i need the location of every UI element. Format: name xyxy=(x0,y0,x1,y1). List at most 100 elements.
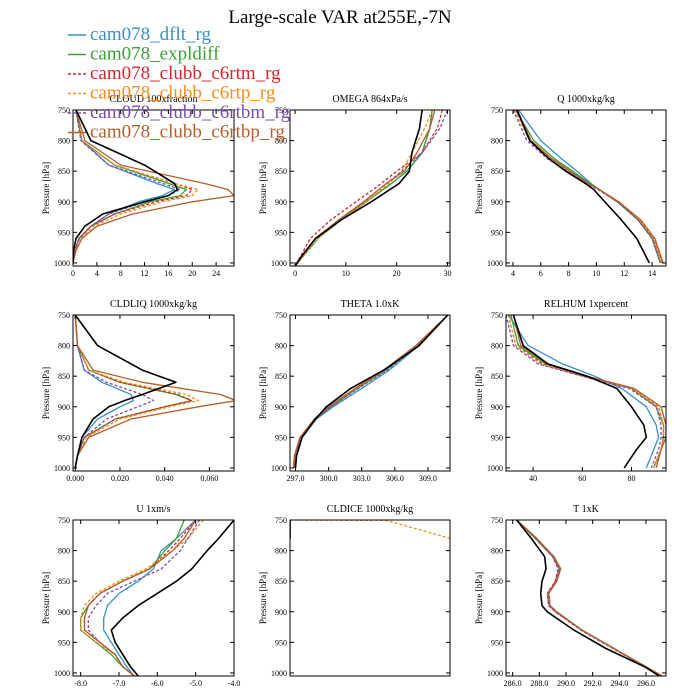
panel-title: CLDICE 1000xkg/kg xyxy=(327,504,413,515)
y-tick-label: 850 xyxy=(275,577,287,586)
panel-frame xyxy=(72,314,235,472)
y-tick-label: 900 xyxy=(58,608,70,617)
y-tick-label: 950 xyxy=(58,433,70,442)
panel-frame xyxy=(289,109,451,267)
x-tick-label: -8.0 xyxy=(74,679,87,688)
x-tick-label: 296.0 xyxy=(637,679,655,688)
series-line-4 xyxy=(513,110,663,264)
series-line-6 xyxy=(512,315,666,469)
panel-title: T 1xK xyxy=(573,504,599,515)
series-line-1 xyxy=(294,110,433,266)
x-tick-label: -7.0 xyxy=(113,679,126,688)
panel-title: OMEGA 864xPa/s xyxy=(332,94,407,105)
x-tick-label: -5.0 xyxy=(189,679,202,688)
panel-3-lines xyxy=(512,110,664,264)
x-tick-label: 24 xyxy=(212,269,220,278)
series-line-5 xyxy=(74,315,155,469)
panel-frame xyxy=(289,314,451,472)
y-tick-label: 900 xyxy=(275,608,287,617)
y-tick-label: 750 xyxy=(58,516,70,525)
figure-title: Large-scale VAR at255E,-7N xyxy=(228,7,451,28)
series-line-2 xyxy=(294,110,433,266)
x-tick-label: 40 xyxy=(529,474,537,483)
y-tick-label: 800 xyxy=(275,547,287,556)
x-tick-label: -4.0 xyxy=(228,679,241,688)
x-tick-label: 8 xyxy=(567,269,571,278)
y-tick-label: 950 xyxy=(275,433,287,442)
series-line-6 xyxy=(73,110,234,264)
y-tick-label: 950 xyxy=(275,638,287,647)
x-tick-label: 14 xyxy=(648,269,656,278)
panel-6: 750 800 850 900 950 1000 40 60 80 RELHUM 1xpercen… xyxy=(474,299,667,483)
y-axis-label: Pressure [hPa] xyxy=(41,162,51,214)
series-line-7 xyxy=(516,110,651,264)
panel-6-lines xyxy=(506,315,666,469)
series-line-7 xyxy=(516,520,660,676)
x-tick-label: 0 xyxy=(71,269,75,278)
y-tick-label: 800 xyxy=(275,137,287,146)
series-line-6 xyxy=(83,520,197,676)
panel-5-lines xyxy=(292,315,449,468)
y-axis-label: Pressure [hPa] xyxy=(474,162,484,214)
series-line-3 xyxy=(516,520,663,676)
panel-frame xyxy=(505,314,667,472)
y-axis-label: Pressure [hPa] xyxy=(258,162,268,214)
x-tick-label: 60 xyxy=(578,474,586,483)
series-line-7 xyxy=(110,520,234,676)
y-tick-label: 850 xyxy=(58,167,70,176)
panel-frame xyxy=(72,109,235,267)
x-tick-label: 288.0 xyxy=(530,679,548,688)
x-tick-label: 4 xyxy=(95,269,99,278)
panel-frame xyxy=(505,109,667,267)
y-tick-label: 1000 xyxy=(271,464,287,473)
panel-8-lines xyxy=(290,520,450,540)
y-tick-label: 900 xyxy=(275,198,287,207)
x-tick-label: 290.0 xyxy=(557,679,575,688)
y-tick-label: 800 xyxy=(275,342,287,351)
y-tick-label: 1000 xyxy=(487,669,503,678)
panel-title: THETA 1.0xK xyxy=(341,299,400,310)
panel-title: U 1xm/s xyxy=(136,504,170,515)
panel-frame xyxy=(505,519,667,677)
y-tick-label: 900 xyxy=(58,198,70,207)
y-tick-label: 750 xyxy=(491,106,503,115)
series-line-5 xyxy=(293,315,449,468)
series-line-4 xyxy=(73,110,199,263)
y-tick-label: 900 xyxy=(275,403,287,412)
y-tick-label: 750 xyxy=(491,516,503,525)
panel-4-lines xyxy=(74,315,234,469)
series-line-5 xyxy=(506,315,662,469)
series-line-5 xyxy=(294,110,449,266)
series-line-6 xyxy=(516,520,663,676)
series-line-6 xyxy=(516,110,664,264)
series-line-3 xyxy=(294,110,444,266)
y-tick-label: 950 xyxy=(275,228,287,237)
x-tick-label: 0.040 xyxy=(156,474,174,483)
y-tick-label: 800 xyxy=(58,137,70,146)
legend: cam078_dflt_rgcam078_expldiffcam078_club… xyxy=(68,24,291,143)
x-tick-label: 8 xyxy=(119,269,123,278)
legend-entry: cam078_expldiff xyxy=(90,44,220,65)
y-tick-label: 1000 xyxy=(54,259,70,268)
series-line-4 xyxy=(290,520,450,540)
x-tick-label: 300.0 xyxy=(320,474,338,483)
x-tick-label: -6.0 xyxy=(151,679,164,688)
x-tick-label: 10 xyxy=(592,269,600,278)
panel-2: 750 800 850 900 950 1000 0 10 20 30 OMEGA 864xPa/s… xyxy=(258,94,451,278)
panel-2-lines xyxy=(294,110,449,266)
x-tick-label: 294.0 xyxy=(610,679,628,688)
series-line-4 xyxy=(516,520,663,676)
x-tick-label: 306.0 xyxy=(386,474,404,483)
y-axis-label: Pressure [hPa] xyxy=(474,572,484,624)
panel-title: Q 1000xkg/kg xyxy=(557,94,615,105)
series-line-6 xyxy=(294,110,436,266)
y-axis-label: Pressure [hPa] xyxy=(258,367,268,419)
y-tick-label: 750 xyxy=(275,106,287,115)
y-tick-label: 900 xyxy=(491,403,503,412)
y-axis-label: Pressure [hPa] xyxy=(474,367,484,419)
y-tick-label: 950 xyxy=(58,228,70,237)
series-line-7 xyxy=(73,110,179,263)
